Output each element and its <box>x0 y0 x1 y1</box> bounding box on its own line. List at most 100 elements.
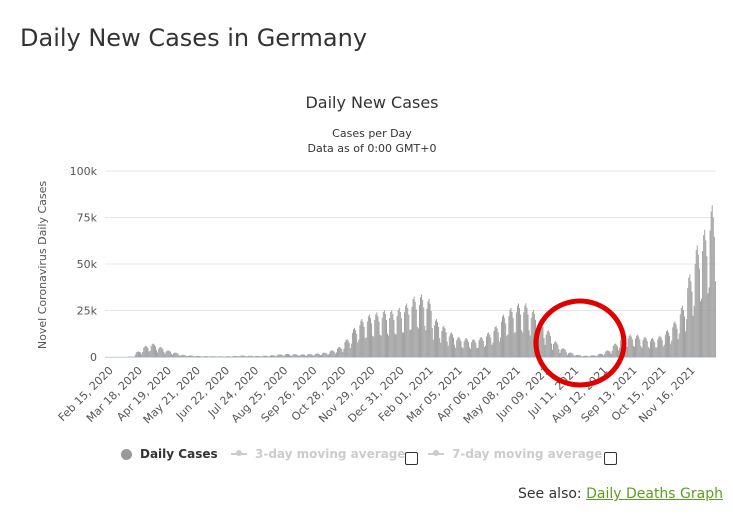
bar <box>412 299 414 357</box>
bar <box>279 354 281 357</box>
bar <box>588 356 590 357</box>
bar <box>347 340 349 357</box>
bar <box>676 328 678 357</box>
bar <box>234 355 236 357</box>
bar <box>596 355 598 357</box>
bar <box>547 330 549 357</box>
bar <box>210 356 212 357</box>
bar <box>305 355 307 357</box>
bar <box>176 352 178 357</box>
bar <box>186 356 188 357</box>
bar <box>152 343 154 357</box>
bar <box>593 355 595 357</box>
bar <box>695 250 697 357</box>
bar <box>509 309 511 357</box>
bar <box>530 317 532 357</box>
bar <box>417 328 419 357</box>
bar <box>513 332 515 357</box>
bar <box>428 298 430 357</box>
bar <box>235 355 237 357</box>
bar <box>227 356 229 357</box>
bar <box>229 356 231 357</box>
bar <box>643 337 645 357</box>
bar <box>172 354 173 357</box>
bar <box>167 350 169 357</box>
bar <box>454 344 456 357</box>
bar <box>173 353 175 357</box>
bar <box>143 347 145 357</box>
bar <box>450 332 452 357</box>
legend-item-3-day-average[interactable]: 3-day moving average <box>231 447 405 461</box>
daily-deaths-graph-link[interactable]: Daily Deaths Graph <box>586 486 723 502</box>
bar <box>614 343 616 357</box>
bar <box>608 350 610 357</box>
bar <box>281 354 283 357</box>
bar <box>394 333 396 357</box>
checkbox-7-day-average[interactable] <box>604 452 617 465</box>
bar <box>658 336 660 357</box>
bar <box>584 355 585 357</box>
bar <box>148 351 150 357</box>
bar <box>505 323 507 357</box>
bar <box>240 355 242 357</box>
bar <box>407 307 409 357</box>
chart-subtitle-line-2: Data as of 0:00 GMT+0 <box>308 142 437 155</box>
bar <box>498 341 500 357</box>
bar <box>493 330 495 357</box>
bar <box>443 325 445 357</box>
bar-series <box>127 205 716 357</box>
bar <box>480 336 482 357</box>
bar <box>589 356 591 357</box>
bar <box>212 356 214 357</box>
bar <box>455 347 457 357</box>
bar <box>475 342 477 357</box>
legend-item-7-day-average[interactable]: 7-day moving average <box>428 447 602 461</box>
checkbox-3-day-average[interactable] <box>405 452 418 465</box>
legend-item-daily-cases[interactable]: Daily Cases <box>121 447 218 461</box>
bar <box>523 312 525 357</box>
bar <box>590 355 592 357</box>
bar <box>697 254 699 357</box>
bar <box>482 341 484 357</box>
y-tick-label: 75k <box>77 212 98 225</box>
bar <box>249 355 251 357</box>
bar <box>221 356 222 357</box>
bar <box>213 356 215 357</box>
bar <box>595 356 597 357</box>
bar <box>551 343 552 357</box>
bar <box>566 354 568 357</box>
bar <box>613 344 615 357</box>
bar <box>324 352 326 357</box>
bar <box>309 353 311 357</box>
bar <box>250 355 252 357</box>
bar <box>488 332 490 357</box>
bar <box>160 346 162 357</box>
bar <box>329 351 331 357</box>
bar <box>660 337 662 357</box>
bar <box>413 296 415 357</box>
bar <box>646 341 648 357</box>
bar <box>492 342 494 357</box>
bar <box>255 356 256 357</box>
bar <box>262 355 264 357</box>
bar <box>291 355 293 357</box>
bar <box>483 346 485 357</box>
bar <box>331 350 333 357</box>
bar <box>504 318 506 357</box>
bar <box>515 312 517 357</box>
bar <box>313 355 315 357</box>
bar <box>374 319 376 357</box>
bar <box>656 347 658 357</box>
bar <box>655 347 657 357</box>
bar <box>527 314 529 357</box>
bar <box>326 353 328 357</box>
bar <box>338 347 340 357</box>
bar <box>238 356 239 357</box>
bar <box>507 334 509 357</box>
bar <box>610 353 612 357</box>
see-also-label: See also: <box>518 486 582 502</box>
bar <box>214 356 216 357</box>
bar <box>432 339 434 357</box>
bar <box>327 354 329 357</box>
bar <box>252 356 254 357</box>
